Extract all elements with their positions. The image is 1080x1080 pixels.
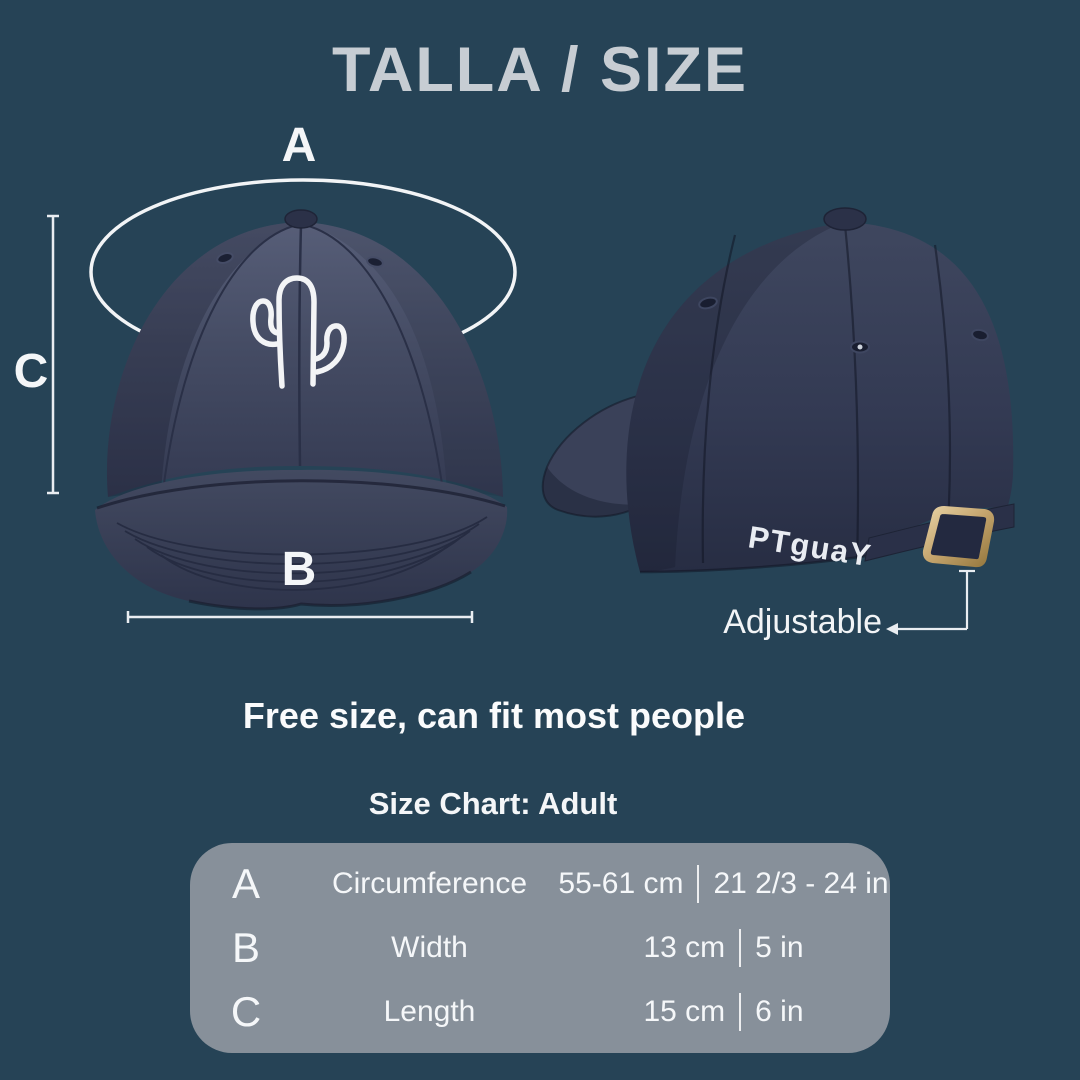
eyelet-icon — [366, 256, 384, 268]
row-name: Length — [383, 995, 476, 1028]
front-seam-center — [298, 223, 303, 467]
front-seam-right — [304, 224, 444, 492]
size-chart-heading: Size Chart: Adult — [368, 786, 618, 821]
row-values: 13 cm 5 in — [557, 929, 890, 967]
table-row-length: C Length 15 cm 6 in — [190, 980, 890, 1044]
table-row-circumference: A Circumference 55-61 cm 21 2/3 - 24 in — [190, 852, 890, 916]
page-title: TALLA / SIZE — [332, 35, 748, 105]
front-crown-shadow-left — [106, 222, 301, 497]
imperial-value: 5 in — [755, 931, 804, 964]
metric-value: 13 cm — [643, 931, 726, 964]
table-row-width: B Width 13 cm 5 in — [190, 916, 890, 980]
eyelet-icon — [698, 296, 718, 310]
row-key: B — [231, 924, 260, 971]
width-measure-line — [126, 611, 474, 623]
size-chart-table: A Circumference 55-61 cm 21 2/3 - 24 in … — [190, 843, 890, 1053]
row-name: Circumference — [331, 867, 528, 900]
eyelet-icon — [971, 328, 989, 342]
front-crown — [106, 222, 504, 497]
arrowhead-icon — [886, 623, 898, 635]
back-bottom-edge — [639, 553, 874, 574]
cap-front-photo — [95, 209, 508, 611]
imperial-value: 21 2/3 - 24 in — [713, 867, 889, 900]
back-seams — [701, 224, 952, 564]
cap-back-photo: PTguaY — [541, 207, 1015, 574]
row-key: C — [230, 988, 262, 1035]
value-divider — [739, 929, 742, 967]
eyelet-icon — [216, 252, 234, 264]
metric-value: 55-61 cm — [558, 867, 684, 900]
value-divider — [697, 865, 700, 903]
label-a: A — [281, 119, 317, 172]
label-c: C — [13, 345, 49, 398]
row-name: Width — [391, 931, 468, 964]
back-crown — [626, 222, 1014, 572]
back-brim-shadow — [542, 467, 644, 517]
height-measure-line — [47, 214, 59, 495]
brim-stitching — [116, 516, 488, 591]
value-divider — [739, 993, 742, 1031]
cactus-embroidery-icon — [250, 275, 347, 389]
front-seam-left — [162, 224, 298, 492]
imperial-value: 6 in — [755, 995, 804, 1028]
row-key: A — [231, 860, 260, 907]
brim-crease — [96, 479, 506, 510]
back-crown-shadow-left — [626, 222, 845, 572]
cap-button-icon — [284, 209, 318, 229]
front-crown-shadow-right — [300, 222, 503, 497]
gold-buckle-icon — [922, 506, 995, 568]
fit-note: Free size, can fit most people — [242, 695, 746, 736]
metric-value: 15 cm — [643, 995, 726, 1028]
eyelet-glint — [857, 344, 863, 350]
adjustable-callout-line — [886, 569, 975, 635]
cap-button-icon — [823, 207, 867, 231]
row-values: 55-61 cm 21 2/3 - 24 in — [557, 865, 890, 903]
label-b: B — [281, 543, 317, 596]
adjustable-label: Adjustable — [723, 603, 882, 641]
row-values: 15 cm 6 in — [557, 993, 890, 1031]
brim-edge-shadow — [188, 570, 472, 611]
